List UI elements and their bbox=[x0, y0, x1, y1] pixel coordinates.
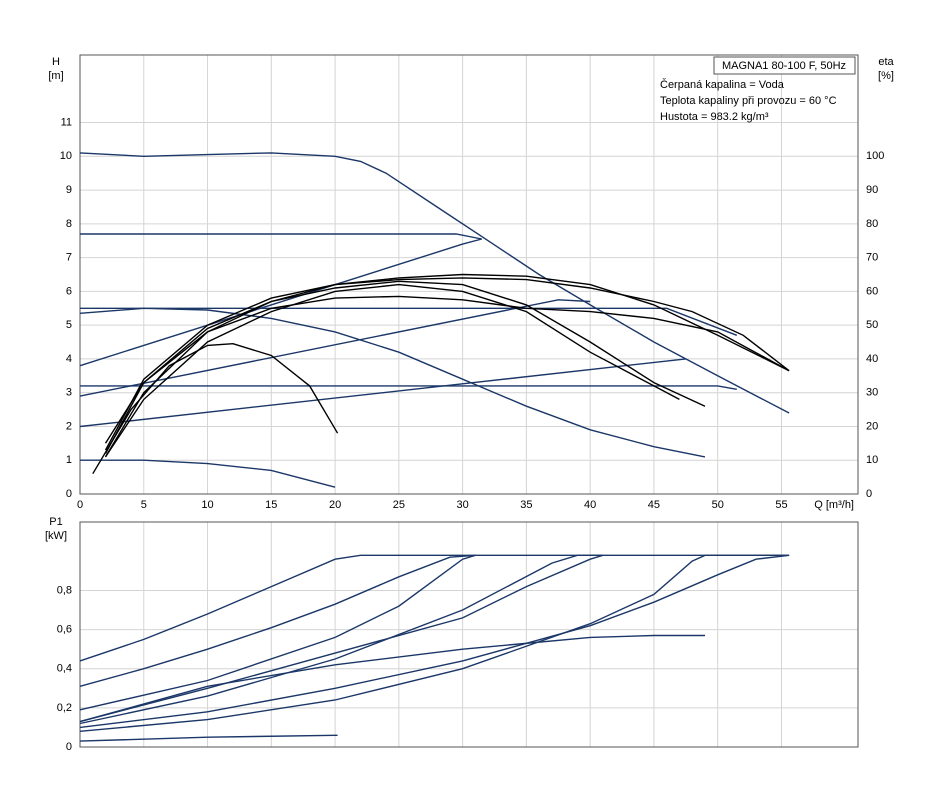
curve bbox=[79, 358, 686, 428]
x-tick-label: 15 bbox=[265, 499, 277, 511]
y-tick-label: 2 bbox=[66, 420, 72, 432]
curve bbox=[79, 554, 790, 662]
y2-tick-label: 20 bbox=[866, 420, 878, 432]
x-tick-label: 20 bbox=[329, 499, 341, 511]
y-tick-label: 0,8 bbox=[57, 584, 72, 596]
y-axis-unit: [kW] bbox=[45, 530, 67, 542]
y2-tick-label: 30 bbox=[866, 387, 878, 399]
curve bbox=[80, 385, 737, 390]
y-tick-label: 0,6 bbox=[57, 624, 72, 636]
y-tick-label: 0 bbox=[66, 488, 72, 500]
y-axis-unit: [m] bbox=[48, 70, 63, 82]
curve bbox=[104, 277, 790, 451]
curve bbox=[79, 554, 603, 725]
x-tick-label: 55 bbox=[775, 499, 787, 511]
curve bbox=[80, 459, 336, 488]
curve bbox=[79, 554, 476, 687]
x-label-bg bbox=[808, 497, 856, 513]
y-tick-label: 10 bbox=[60, 150, 72, 162]
curve bbox=[79, 554, 604, 723]
x-tick-label: 0 bbox=[77, 499, 83, 511]
y-tick-label: 7 bbox=[66, 252, 72, 264]
x-tick-label: 40 bbox=[584, 499, 596, 511]
x-tick-label: 45 bbox=[648, 499, 660, 511]
y2-axis-label: eta bbox=[878, 56, 894, 68]
x-tick-label: 35 bbox=[520, 499, 532, 511]
curve bbox=[79, 152, 790, 414]
curve bbox=[80, 233, 482, 240]
plot-frame bbox=[79, 521, 859, 748]
curve bbox=[79, 734, 338, 742]
y-tick-label: 8 bbox=[66, 218, 72, 230]
x-tick-label: 50 bbox=[712, 499, 724, 511]
y2-axis-unit: [%] bbox=[878, 70, 894, 82]
y2-tick-label: 70 bbox=[866, 252, 878, 264]
y-tick-label: 11 bbox=[61, 116, 72, 128]
curve bbox=[104, 295, 790, 444]
y2-tick-label: 90 bbox=[866, 184, 878, 196]
y-tick-label: 1 bbox=[66, 454, 72, 466]
x-tick-label: 5 bbox=[141, 499, 147, 511]
y-tick-label: 9 bbox=[66, 184, 72, 196]
y-tick-label: 0,2 bbox=[57, 702, 72, 714]
y-tick-label: 5 bbox=[66, 319, 72, 331]
x-tick-label: 30 bbox=[456, 499, 468, 511]
curve bbox=[80, 307, 738, 336]
curve bbox=[104, 280, 706, 458]
curve bbox=[104, 273, 790, 454]
x-tick-label: 25 bbox=[393, 499, 405, 511]
y-axis-label: H bbox=[52, 56, 60, 68]
curve bbox=[79, 307, 706, 458]
y2-tick-label: 60 bbox=[866, 285, 878, 297]
plot-frame bbox=[79, 54, 859, 495]
y2-tick-label: 40 bbox=[866, 353, 878, 365]
curve bbox=[104, 283, 680, 458]
x-tick-label: 10 bbox=[201, 499, 213, 511]
note: Teplota kapaliny při provozu = 60 °C bbox=[660, 95, 837, 107]
curve bbox=[79, 554, 790, 729]
y-tick-label: 6 bbox=[66, 285, 72, 297]
y-axis-label: P1 bbox=[49, 516, 62, 528]
title-box bbox=[713, 56, 856, 75]
y2-tick-label: 0 bbox=[866, 488, 872, 500]
chart-title: MAGNA1 80-100 F, 50Hz bbox=[722, 60, 846, 72]
curve bbox=[79, 299, 591, 397]
curve bbox=[79, 554, 476, 711]
y2-tick-label: 100 bbox=[866, 150, 884, 162]
curve bbox=[79, 554, 790, 732]
note: Čerpaná kapalina = Voda bbox=[660, 78, 785, 91]
y2-tick-label: 10 bbox=[866, 454, 878, 466]
curve bbox=[79, 634, 705, 723]
y-tick-label: 0,4 bbox=[57, 663, 72, 675]
y2-tick-label: 50 bbox=[866, 319, 878, 331]
y-tick-label: 3 bbox=[66, 387, 72, 399]
note: Hustota = 983.2 kg/m³ bbox=[660, 111, 769, 123]
x-axis-label: Q [m³/h] bbox=[814, 499, 854, 511]
y2-tick-label: 80 bbox=[866, 218, 878, 230]
y-tick-label: 4 bbox=[66, 353, 72, 365]
y-tick-label: 0 bbox=[66, 741, 72, 753]
